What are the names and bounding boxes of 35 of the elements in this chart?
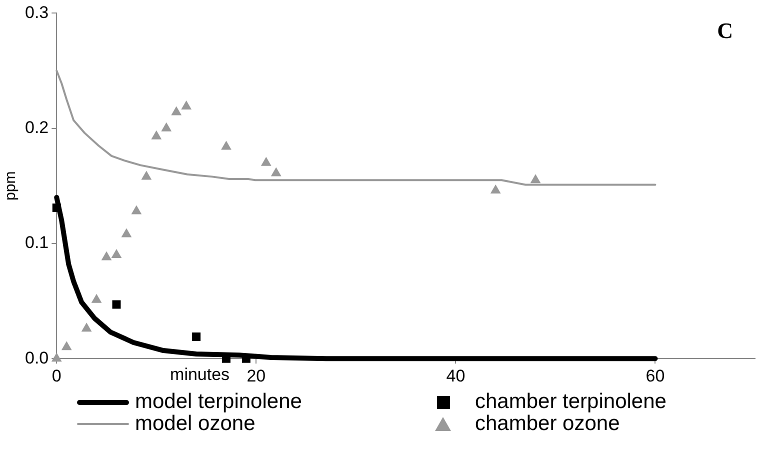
legend-label: model terpinolene (135, 390, 302, 413)
x-axis-title: minutes (170, 364, 230, 384)
point (101, 251, 112, 260)
point (91, 294, 102, 303)
x-tick-label: 60 (646, 366, 665, 386)
point (131, 205, 142, 214)
point (111, 248, 122, 258)
point (112, 300, 121, 309)
point (530, 174, 541, 184)
y-axis-title: ppm (2, 171, 20, 200)
point (151, 130, 162, 140)
y-tick-label: 0.2 (24, 118, 49, 138)
point (260, 156, 272, 166)
y-tick-label: 0.0 (24, 348, 49, 368)
point (61, 341, 72, 350)
x-tick-label: 20 (246, 366, 266, 386)
annotation: C (717, 18, 733, 43)
x-tick-label: 40 (446, 366, 466, 386)
point (270, 167, 282, 176)
x-tick-label: 0 (52, 366, 62, 386)
point (161, 122, 172, 132)
legend-label: chamber terpinolene (475, 390, 666, 413)
point (141, 170, 152, 180)
legend-label: model ozone (135, 412, 256, 435)
legend-label: chamber ozone (475, 412, 620, 435)
point (171, 106, 182, 116)
point (81, 322, 92, 332)
point (51, 352, 62, 362)
y-tick-label: 0.3 (24, 2, 49, 22)
point (121, 228, 132, 238)
y-tick-label: 0.1 (24, 233, 49, 252)
point (181, 100, 192, 110)
point (192, 332, 201, 341)
point (221, 140, 232, 150)
point (490, 184, 501, 194)
